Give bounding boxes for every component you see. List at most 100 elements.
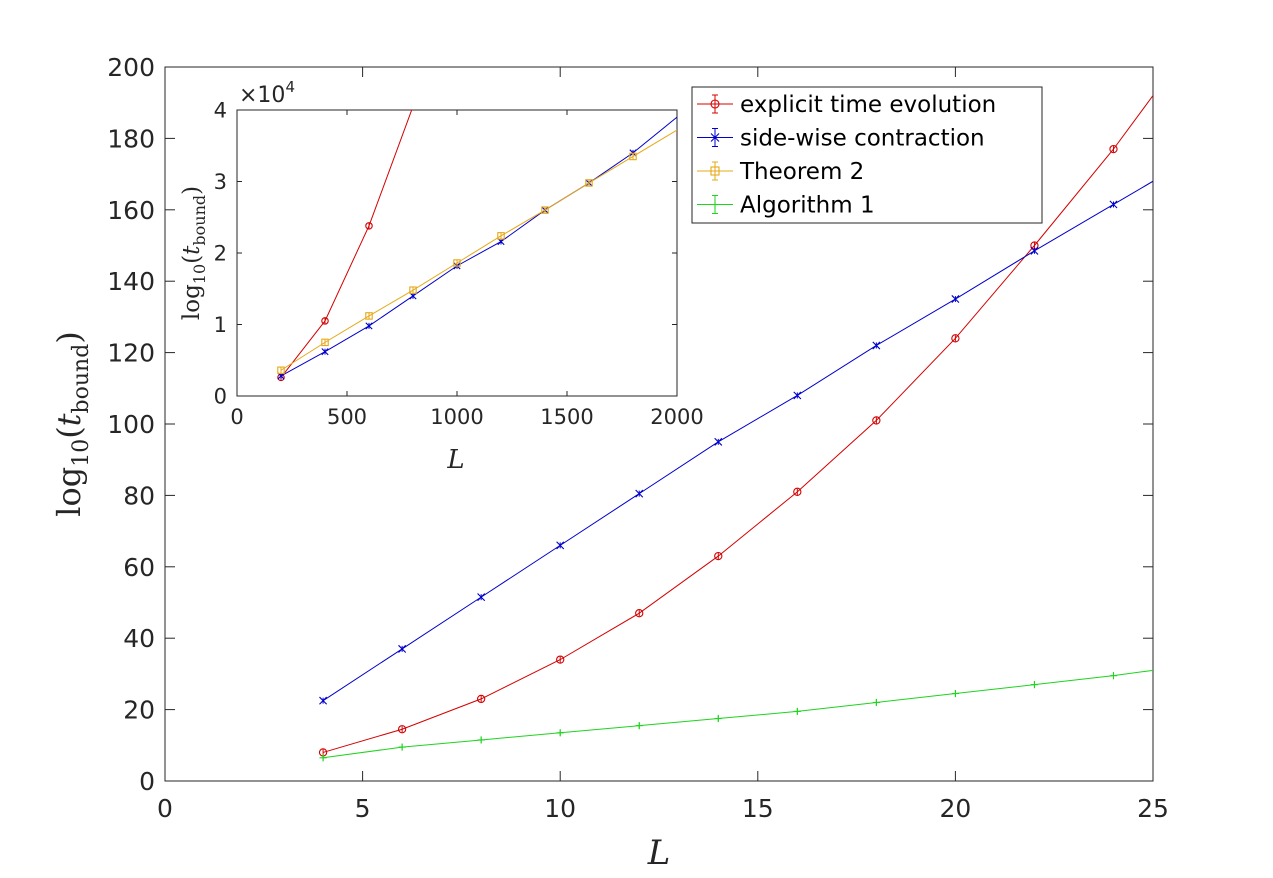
main-y-axis-label: log10(tbound) (50, 331, 94, 517)
main-y-tick-label-1: 20 (123, 696, 155, 725)
inset-y-label-sub: 10 (190, 264, 209, 284)
main-x-tick-label-1: 5 (355, 794, 371, 823)
inset-point-explicit-time-evolution-1 (321, 317, 329, 325)
inset-y-label-open-paren: ( (179, 255, 205, 264)
main-point-explicit-time-evolution-7 (872, 416, 881, 425)
main-y-tick-label-7: 140 (107, 267, 155, 296)
inset-y-tick-label-1: 1 (214, 313, 227, 337)
legend-entry-theorem-2: Theorem 2 (697, 159, 864, 185)
main-point-side-wise-contraction-9 (1030, 246, 1039, 255)
inset-x-tick-label-1: 500 (327, 405, 367, 429)
main-point-algorithm-1-8 (951, 689, 959, 698)
main-line-side-wise-contraction (322, 180, 1153, 702)
main-point-algorithm-1-1 (398, 743, 406, 751)
inset-y-axis-label: log10(tbound) (179, 186, 209, 320)
inset-point-theorem-2-7 (585, 179, 593, 187)
inset-point-theorem-2-0 (277, 366, 285, 375)
main-point-algorithm-1-5 (714, 714, 722, 723)
inset-y-tick-label-3: 3 (214, 170, 227, 194)
main-point-algorithm-1-10 (1109, 672, 1118, 680)
inset-line-explicit-time-evolution (280, 110, 413, 378)
inset-x-tick-label-2: 1000 (430, 405, 483, 429)
main-x-tick-label-0: 0 (157, 794, 173, 823)
inset-point-theorem-2-6 (541, 206, 549, 214)
legend-marker-side-wise-contraction (710, 133, 720, 142)
main-point-algorithm-1-0 (319, 754, 327, 762)
inset-point-side-wise-contraction-2 (365, 322, 373, 330)
legend-marker-explicit-time-evolution (710, 99, 720, 109)
main-point-algorithm-1-2 (477, 736, 485, 744)
inset-y-label-close-paren: ) (179, 186, 205, 195)
main-point-side-wise-contraction-0 (319, 696, 328, 705)
inset-y-tick-label-2: 2 (214, 242, 227, 266)
legend-entry-explicit-time-evolution: explicit time evolution (697, 92, 996, 118)
inset-y-tick-label-4: 4 (214, 99, 227, 123)
inset-line-theorem-2 (280, 129, 677, 371)
main-x-tick-label-4: 20 (939, 794, 971, 823)
inset-series (277, 110, 677, 382)
main-y-tick-label-4: 80 (123, 481, 155, 510)
main-point-explicit-time-evolution-8 (951, 334, 960, 343)
main-point-side-wise-contraction-6 (793, 391, 802, 400)
legend-label-explicit-time-evolution: explicit time evolution (740, 92, 996, 118)
inset-multiplier-base: ×10 (239, 83, 285, 108)
inset-point-theorem-2-8 (629, 152, 637, 161)
main-y-tick-label-8: 160 (107, 196, 155, 225)
inset-y-label-prefix: log (179, 284, 205, 320)
legend-label-theorem-2: Theorem 2 (739, 159, 864, 185)
main-point-explicit-time-evolution-5 (714, 551, 723, 561)
inset-plot-area (236, 109, 678, 397)
main-y-tick-label-5: 100 (107, 410, 155, 439)
inset-point-theorem-2-1 (321, 338, 329, 347)
inset-point-theorem-2-2 (365, 312, 373, 320)
inset-x-axis-label: L (446, 445, 464, 475)
main-y-tick-label-6: 120 (107, 339, 155, 368)
inset-line-side-wise-contraction (280, 116, 677, 377)
main-series-explicit-time-evolution (318, 95, 1153, 757)
inset-y-label-arg-sub: bound (190, 195, 209, 246)
legend-label-algorithm-1: Algorithm 1 (740, 193, 875, 219)
legend-entries: explicit time evolution side-wise contrac… (697, 92, 996, 219)
main-point-algorithm-1-9 (1030, 681, 1039, 689)
main-y-tick-label-9: 180 (107, 124, 155, 153)
inset-y-label-arg: t (179, 245, 205, 255)
main-point-side-wise-contraction-4 (635, 489, 644, 498)
main-point-explicit-time-evolution-6 (793, 487, 802, 496)
inset-point-explicit-time-evolution-2 (365, 222, 373, 230)
main-point-algorithm-1-3 (556, 729, 564, 737)
inset-point-theorem-2-4 (453, 259, 461, 267)
main-point-explicit-time-evolution-2 (477, 694, 486, 704)
main-y-label-open-paren: ( (50, 426, 88, 438)
main-y-label-close-paren: ) (50, 331, 88, 343)
main-point-side-wise-contraction-3 (556, 541, 565, 550)
main-point-algorithm-1-4 (635, 722, 643, 730)
inset-ticks: 0 500 1000 1500 2000 0 1 2 3 4 (214, 99, 704, 429)
main-point-explicit-time-evolution-4 (635, 609, 644, 618)
main-point-side-wise-contraction-2 (477, 593, 486, 602)
inset-x-tick-label-4: 2000 (650, 405, 703, 429)
main-y-tick-label-2: 40 (123, 624, 155, 653)
main-y-label-arg-sub: bound (69, 344, 94, 414)
main-point-side-wise-contraction-7 (872, 341, 881, 350)
main-point-side-wise-contraction-10 (1109, 200, 1118, 209)
main-series-algorithm-1 (319, 669, 1153, 762)
main-y-tick-label-3: 60 (123, 553, 155, 582)
inset-x-tick-label-3: 1500 (540, 405, 593, 429)
main-point-explicit-time-evolution-3 (556, 655, 565, 664)
legend-marker-algorithm-1 (711, 200, 719, 209)
main-x-tick-label-2: 10 (544, 794, 576, 823)
main-x-tick-label-3: 15 (742, 794, 774, 823)
inset-series-theorem-2 (277, 129, 677, 375)
inset-y-tick-label-0: 0 (214, 385, 227, 409)
inset-point-theorem-2-3 (409, 286, 417, 294)
legend-marker-theorem-2 (710, 166, 720, 176)
legend-box (691, 86, 1043, 224)
main-line-algorithm-1 (323, 669, 1153, 759)
inset-point-theorem-2-5 (497, 232, 505, 240)
main-point-algorithm-1-7 (872, 698, 880, 707)
main-x-axis-label: L (647, 833, 671, 873)
main-series (318, 95, 1153, 762)
